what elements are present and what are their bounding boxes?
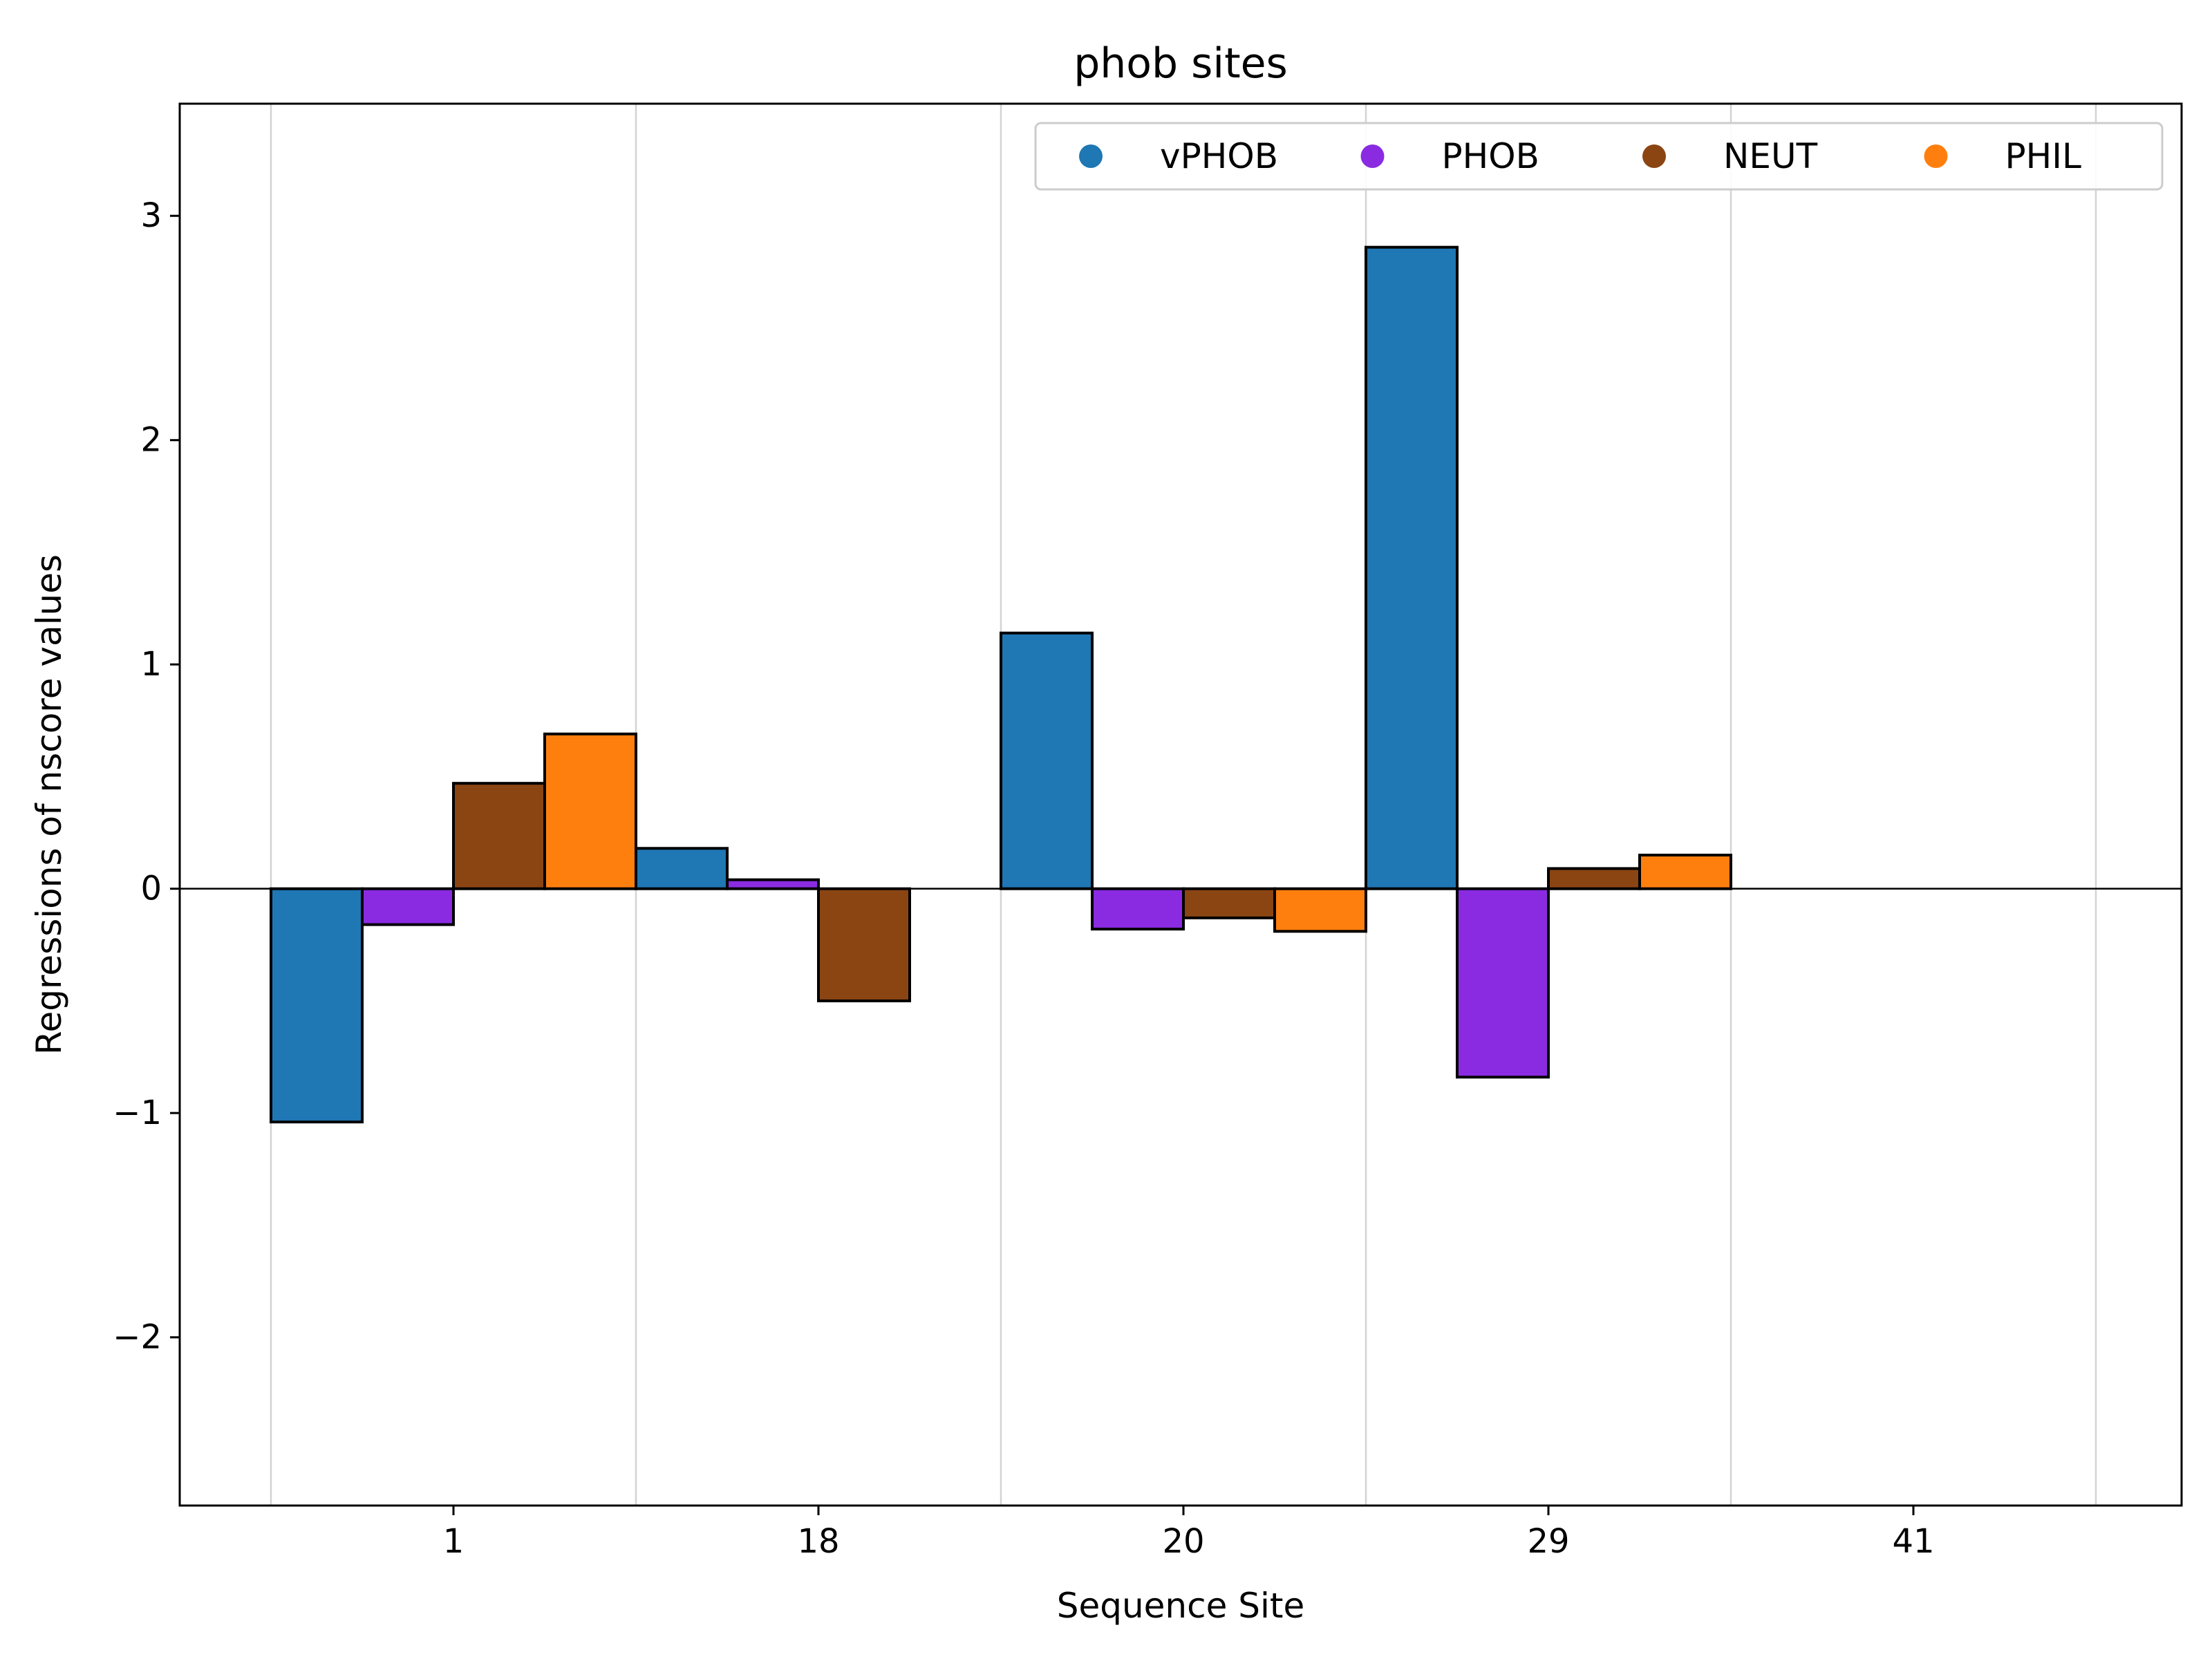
x-axis-ticks: 1 18 20 29 41 [443,1506,1935,1561]
chart-title: phob sites [1074,39,1288,88]
bar-vphob-29 [1365,245,1459,890]
legend-box [1034,122,2164,191]
x-axis-label: Sequence Site [1057,1586,1305,1626]
y-tick-label: 3 [140,196,162,235]
legend-label-vphob: vPHOB [1160,136,1278,176]
bar-phob-18 [726,878,820,890]
bar-phil-1 [543,732,637,890]
legend-label-phil: PHIL [2005,136,2081,176]
x-tick-label: 1 [443,1522,465,1561]
x-tick-label: 29 [1527,1522,1569,1561]
bar-neut-18 [817,887,911,1002]
bar-phil-29 [1638,854,1732,890]
bar-vphob-20 [1000,631,1094,890]
y-axis-ticks: −2 −1 0 1 2 3 [113,196,180,1357]
plot-frame [178,102,2183,1507]
y-tick-label: −1 [113,1094,162,1132]
legend-marker-vphob [1079,144,1103,168]
legend-label-neut: NEUT [1723,136,1818,176]
legend-marker-neut [1642,144,1666,168]
y-tick-label: −2 [113,1318,162,1357]
x-tick-label: 20 [1162,1522,1204,1561]
x-tick-label: 18 [797,1522,839,1561]
y-tick-label: 0 [140,870,162,908]
bar-phob-29 [1456,887,1550,1079]
bars-layer [270,245,1732,1124]
bar-neut-20 [1182,887,1276,919]
x-tick-label: 41 [1892,1522,1934,1561]
bar-phob-1 [361,887,455,926]
legend: vPHOB PHOB NEUT PHIL [1034,122,2164,191]
bar-vphob-18 [635,847,729,890]
legend-marker-phob [1360,144,1385,168]
bar-neut-29 [1547,867,1641,890]
legend-label-phob: PHOB [1442,136,1539,176]
bar-vphob-1 [270,887,364,1124]
bar-phob-20 [1091,887,1185,931]
y-tick-label: 1 [140,645,162,684]
y-axis-label: Regressions of nscore values [29,554,69,1055]
y-tick-label: 2 [140,421,162,460]
legend-marker-phil [1924,144,1948,168]
bar-neut-1 [452,782,546,890]
bar-phil-20 [1273,887,1367,933]
